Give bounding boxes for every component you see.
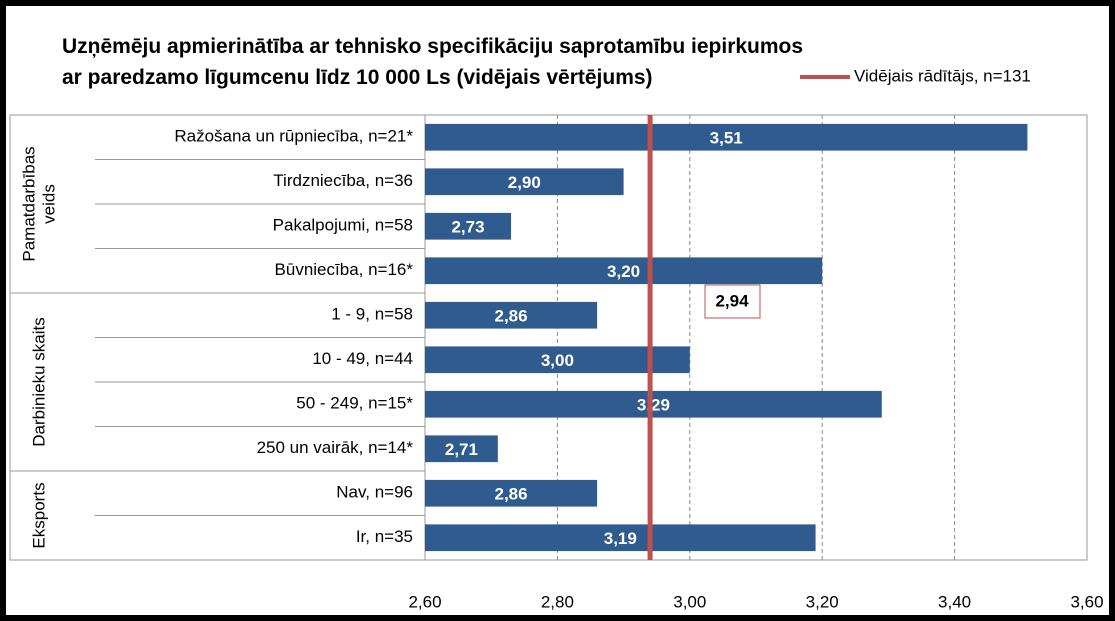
value-label: 2,71 bbox=[445, 440, 478, 459]
y-tick-label: Nav, n=96 bbox=[336, 483, 413, 502]
value-label: 2,90 bbox=[508, 173, 541, 192]
bar bbox=[425, 257, 823, 285]
value-label: 3,29 bbox=[637, 396, 670, 415]
y-tick-label: 1 - 9, n=58 bbox=[331, 305, 413, 324]
legend-label: Vidējais rādītājs, n=131 bbox=[854, 66, 1031, 85]
value-label: 2,86 bbox=[495, 485, 528, 504]
y-tick-label: Būvniecība, n=16* bbox=[275, 260, 414, 279]
y-tick-label: Tirdzniecība, n=36 bbox=[273, 171, 413, 190]
chart-title: ar paredzamo līgumcenu līdz 10 000 Ls (v… bbox=[62, 66, 653, 89]
value-label: 3,00 bbox=[541, 351, 574, 370]
bar bbox=[425, 346, 690, 374]
value-label: 2,73 bbox=[451, 218, 484, 237]
group-label: Darbinieku skaits bbox=[29, 317, 48, 446]
x-tick-label: 2,60 bbox=[408, 592, 441, 611]
bar bbox=[425, 524, 816, 552]
reference-label: 2,94 bbox=[715, 291, 749, 310]
group-label: Pamatdarbības bbox=[19, 146, 38, 261]
bar bbox=[425, 479, 598, 507]
bar bbox=[425, 168, 624, 196]
bar bbox=[425, 212, 512, 240]
x-tick-label: 3,20 bbox=[806, 592, 839, 611]
y-tick-label: 250 un vairāk, n=14* bbox=[257, 438, 414, 457]
bar bbox=[425, 301, 598, 329]
bar bbox=[425, 123, 1028, 151]
y-tick-label: Pakalpojumi, n=58 bbox=[273, 216, 413, 235]
y-tick-label: 50 - 249, n=15* bbox=[296, 394, 413, 413]
x-tick-label: 3,40 bbox=[938, 592, 971, 611]
y-tick-label: 10 - 49, n=44 bbox=[312, 349, 413, 368]
group-label: veids bbox=[39, 184, 58, 224]
y-tick-label: Ražošana un rūpniecība, n=21* bbox=[174, 127, 413, 146]
y-tick-label: Ir, n=35 bbox=[356, 527, 413, 546]
value-label: 3,51 bbox=[710, 129, 743, 148]
bar bbox=[425, 390, 882, 418]
plot-frame bbox=[9, 114, 1088, 561]
value-label: 3,20 bbox=[607, 262, 640, 281]
group-label: Eksports bbox=[29, 482, 48, 548]
value-label: 2,86 bbox=[495, 307, 528, 326]
bar bbox=[425, 435, 498, 463]
x-tick-label: 3,00 bbox=[673, 592, 706, 611]
chart-title: Uzņēmēju apmierinātība ar tehnisko speci… bbox=[62, 35, 803, 58]
reference-label-box bbox=[704, 284, 761, 319]
value-label: 3,19 bbox=[604, 529, 637, 548]
x-tick-label: 3,60 bbox=[1070, 592, 1103, 611]
x-tick-label: 2,80 bbox=[541, 592, 574, 611]
